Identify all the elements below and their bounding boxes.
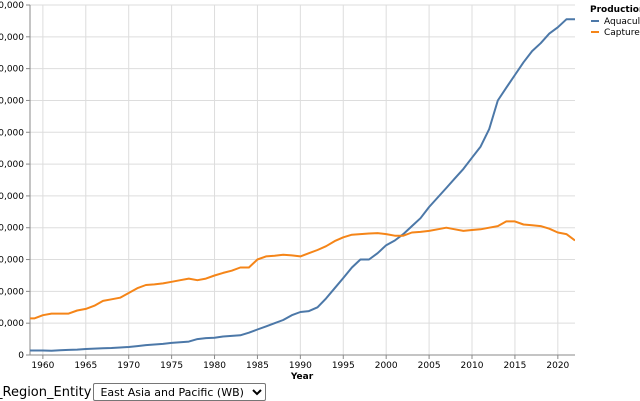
y-tick-label: 0,000,000	[0, 128, 24, 138]
y-tick-label: 0,000,000	[0, 287, 24, 297]
y-tick-label: 0,000,000	[0, 160, 24, 170]
x-tick-label: 1980	[203, 361, 226, 371]
x-tick-label: 2000	[375, 361, 398, 371]
region-select[interactable]: East Asia and Pacific (WB)	[93, 383, 267, 401]
x-tick-label: 2010	[461, 361, 484, 371]
x-tick-label: 2020	[546, 361, 569, 371]
legend-items: AquacultureCapture fisheries	[591, 17, 640, 38]
x-axis-ticks: 1960 1965 1970 1975 1980 1985 1990 1995 2000 2005…	[31, 355, 570, 371]
legend-label: Aquaculture	[604, 17, 640, 27]
x-tick-label: 1960	[31, 361, 54, 371]
y-tick-label: 0,000,000	[0, 319, 24, 329]
y-tick-label: 0,000,000	[0, 1, 24, 11]
y-tick-label: 0,000,000	[0, 192, 24, 202]
y-tick-label: 0,000,000	[0, 65, 24, 75]
x-tick-label: 1995	[332, 361, 355, 371]
y-tick-label: 0	[18, 351, 24, 361]
y-tick-label: 0,000,000	[0, 96, 24, 106]
series-line-0	[30, 18, 575, 352]
x-tick-label: 1965	[74, 361, 97, 371]
y-gridlines	[30, 4, 575, 356]
y-tick-label: 0,000,000	[0, 256, 24, 266]
legend: Production AquacultureCapture fisheries	[590, 5, 640, 38]
x-tick-label: 1970	[117, 361, 140, 371]
x-tick-label: 2015	[503, 361, 526, 371]
x-tick-label: 1990	[289, 361, 312, 371]
x-gridlines	[42, 5, 559, 355]
legend-label: Capture fisheries	[604, 28, 640, 38]
region-filter-control: _Region_Entity East Asia and Pacific (WB…	[0, 383, 267, 401]
x-tick-label: 1985	[246, 361, 269, 371]
y-tick-label: 0,000,000	[0, 33, 24, 43]
legend-title: Production	[590, 5, 640, 15]
x-tick-label: 2005	[418, 361, 441, 371]
y-axis-ticks: 0 0,000,000 0,000,000 0,000,000 0,000,000 0,0…	[0, 1, 30, 361]
series-lines	[30, 18, 575, 352]
region-filter-label: _Region_Entity	[0, 384, 92, 400]
x-axis-title: Year	[290, 372, 314, 382]
x-tick-label: 1975	[160, 361, 183, 371]
y-tick-label: 0,000,000	[0, 224, 24, 234]
series-line-1	[30, 220, 575, 320]
